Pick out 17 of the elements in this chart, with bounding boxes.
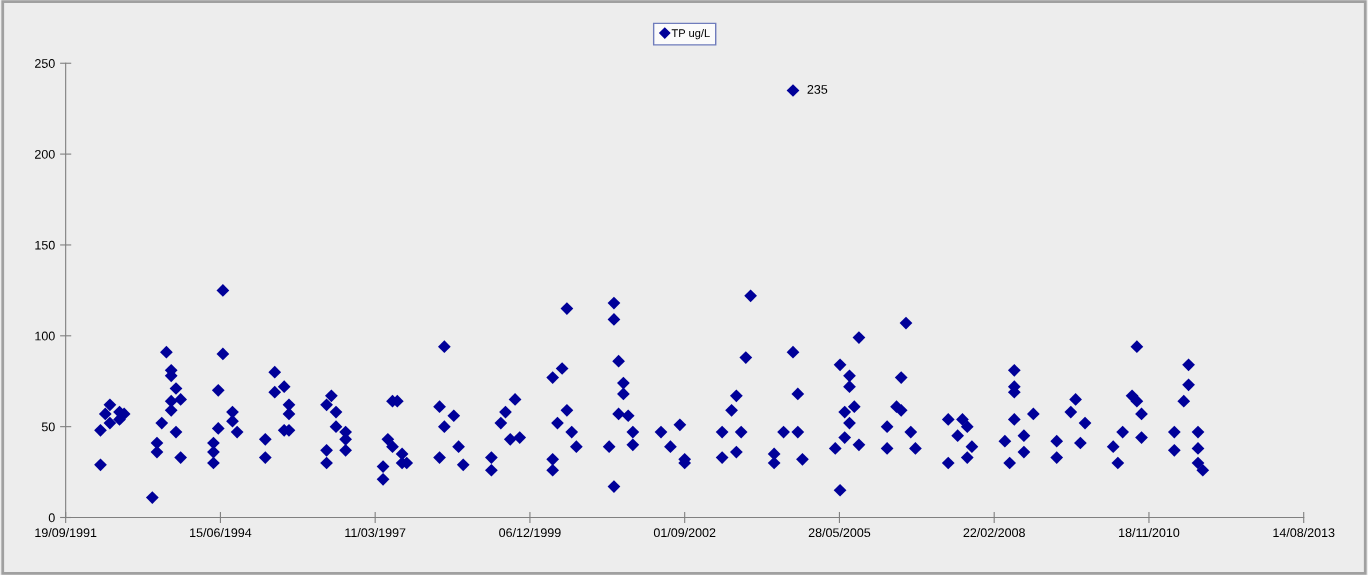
x-tick-label: 14/08/2013 [1273, 527, 1335, 538]
y-tick-label: 200 [35, 149, 55, 159]
y-tick-label: 50 [41, 422, 55, 432]
y-tick-label: 100 [35, 331, 55, 341]
x-tick-label: 15/06/1994 [190, 527, 252, 538]
x-tick-label: 11/03/1997 [345, 527, 406, 538]
x-tick-label: 06/12/1999 [499, 527, 561, 538]
y-tick-label: 0 [48, 513, 55, 523]
x-tick-label: 01/09/2002 [653, 527, 716, 538]
x-tick-label: 19/09/1991 [35, 527, 97, 538]
x-tick-label: 18/11/2010 [1119, 527, 1180, 538]
x-tick-label: 22/02/2008 [963, 527, 1025, 538]
y-tick-label: 150 [35, 240, 55, 250]
x-tick-label: 28/05/2005 [808, 527, 871, 538]
annotation: 235 [807, 85, 828, 94]
y-tick-label: 250 [35, 59, 55, 68]
legend-label: TP ug/L [671, 28, 710, 40]
